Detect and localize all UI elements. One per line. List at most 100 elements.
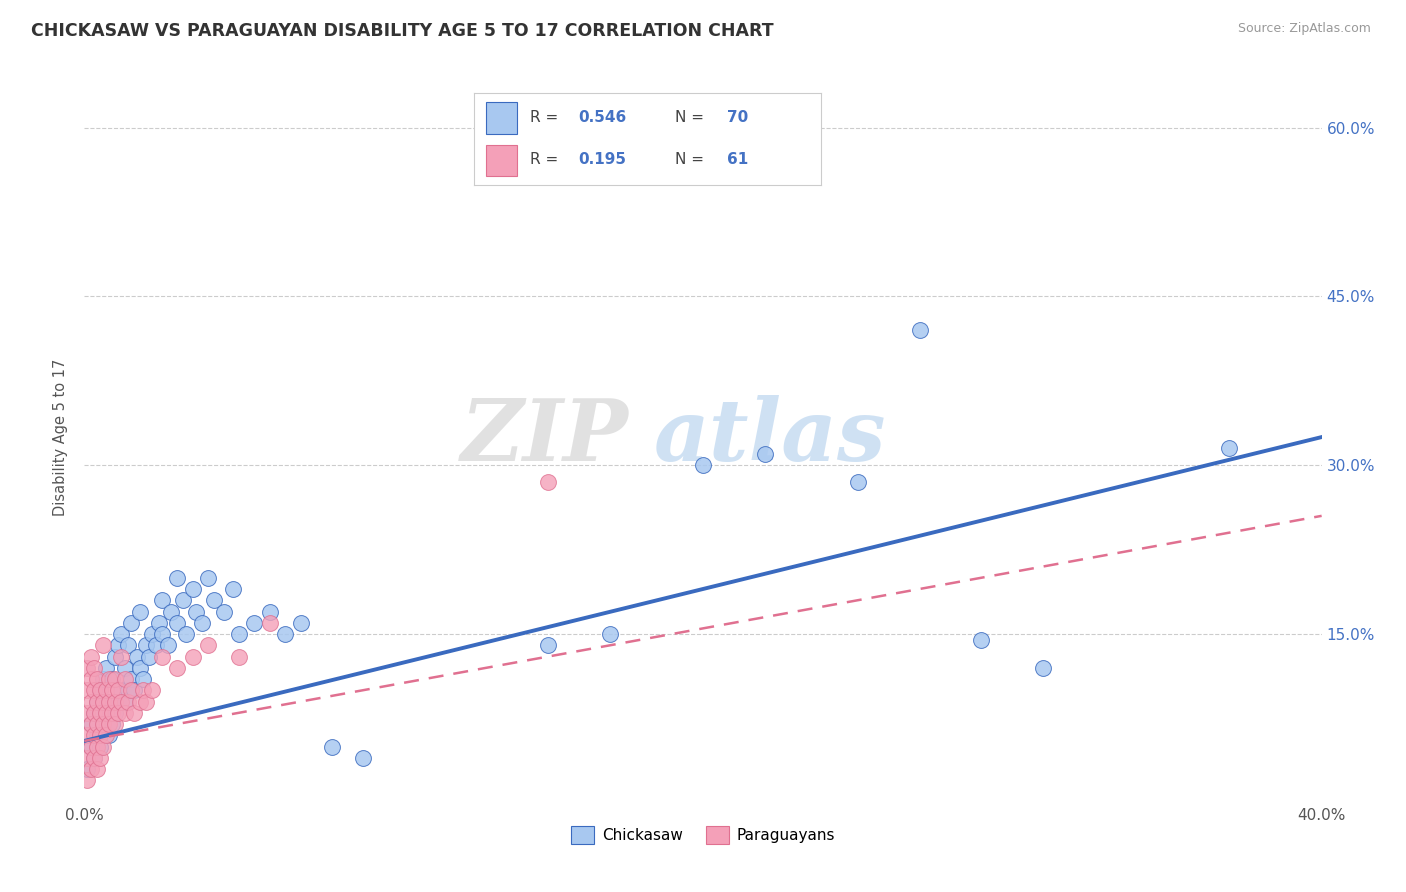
Point <box>150 593 173 607</box>
Point <box>156 638 179 652</box>
Point <box>138 649 160 664</box>
Point <box>91 694 114 708</box>
Point <box>89 683 111 698</box>
Text: Source: ZipAtlas.com: Source: ZipAtlas.com <box>1237 22 1371 36</box>
Point <box>76 661 98 675</box>
Point <box>259 605 281 619</box>
Legend: Chickasaw, Paraguayans: Chickasaw, Paraguayans <box>565 820 841 850</box>
Point <box>98 694 121 708</box>
Point <box>91 638 114 652</box>
Point <box>104 717 127 731</box>
Point <box>86 739 108 754</box>
Point <box>86 728 108 742</box>
Point <box>970 632 993 647</box>
Point <box>107 683 129 698</box>
Point <box>94 706 117 720</box>
Point <box>76 762 98 776</box>
Point <box>79 717 101 731</box>
Point <box>145 638 167 652</box>
Point <box>107 694 129 708</box>
Point <box>107 638 129 652</box>
Point <box>537 638 560 652</box>
Point <box>89 739 111 754</box>
Point <box>76 728 98 742</box>
Point <box>537 475 560 489</box>
Point <box>176 627 198 641</box>
Point <box>908 323 931 337</box>
Point <box>352 751 374 765</box>
Y-axis label: Disability Age 5 to 17: Disability Age 5 to 17 <box>53 359 69 516</box>
Point <box>212 605 235 619</box>
Point <box>94 728 117 742</box>
Point <box>181 649 204 664</box>
Point <box>150 649 173 664</box>
Point <box>117 683 139 698</box>
Point <box>117 638 139 652</box>
Point <box>148 615 170 630</box>
Point <box>846 475 869 489</box>
Point <box>1218 442 1240 456</box>
Point <box>274 627 297 641</box>
Point <box>321 739 343 754</box>
Point <box>117 694 139 708</box>
Point <box>98 728 121 742</box>
Point <box>89 706 111 720</box>
Point <box>120 683 142 698</box>
Point <box>166 571 188 585</box>
Point <box>94 706 117 720</box>
Point <box>599 627 621 641</box>
Point <box>104 649 127 664</box>
Point <box>129 661 152 675</box>
Point <box>110 683 132 698</box>
Point <box>86 762 108 776</box>
Point <box>101 672 124 686</box>
Point <box>91 717 114 731</box>
Point <box>89 683 111 698</box>
Point <box>79 717 101 731</box>
Point <box>197 571 219 585</box>
Point <box>754 447 776 461</box>
Point <box>166 661 188 675</box>
Point <box>101 683 124 698</box>
Point <box>114 694 136 708</box>
Point <box>86 717 108 731</box>
Point <box>114 661 136 675</box>
Point <box>91 739 114 754</box>
Point <box>83 683 105 698</box>
Point <box>83 661 105 675</box>
Point <box>259 615 281 630</box>
Point <box>120 672 142 686</box>
Point <box>197 638 219 652</box>
Point <box>83 706 105 720</box>
Point <box>79 649 101 664</box>
Point <box>172 593 194 607</box>
Point <box>243 615 266 630</box>
Point <box>83 751 105 765</box>
Point <box>83 751 105 765</box>
Point <box>83 706 105 720</box>
Point <box>132 672 155 686</box>
Point <box>94 683 117 698</box>
Text: atlas: atlas <box>654 395 886 479</box>
Point <box>79 672 101 686</box>
Point <box>228 627 250 641</box>
Point <box>86 672 108 686</box>
Point <box>86 694 108 708</box>
Point <box>692 458 714 473</box>
Point <box>79 739 101 754</box>
Point <box>122 706 145 720</box>
Point <box>114 706 136 720</box>
Point <box>83 728 105 742</box>
Point <box>79 739 101 754</box>
Point <box>181 582 204 596</box>
Point <box>129 694 152 708</box>
Point <box>107 706 129 720</box>
Point <box>141 683 163 698</box>
Point <box>76 751 98 765</box>
Point <box>91 717 114 731</box>
Point <box>94 661 117 675</box>
Point <box>114 672 136 686</box>
Point <box>135 694 157 708</box>
Point <box>110 627 132 641</box>
Point <box>191 615 214 630</box>
